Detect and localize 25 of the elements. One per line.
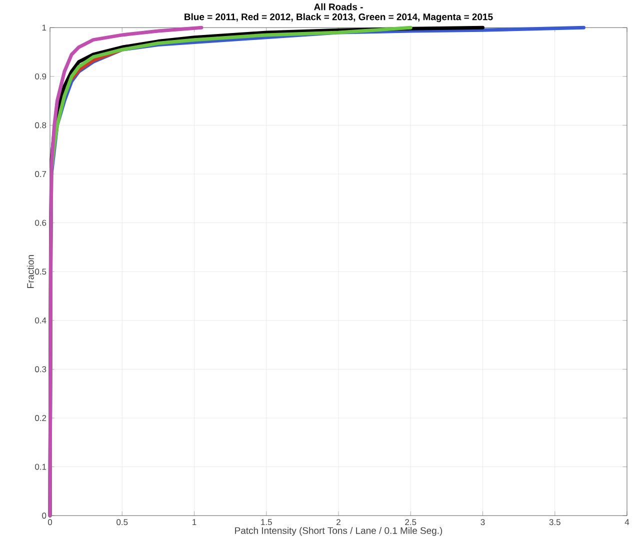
y-tick-label: 0.5: [35, 268, 46, 275]
x-tick-label: 2: [336, 519, 340, 526]
y-tick-label: 0.1: [35, 464, 46, 470]
x-tick-label: 0.5: [116, 519, 128, 526]
chart-title: All Roads -: [314, 3, 363, 10]
x-tick-label: 3.5: [549, 519, 560, 526]
y-axis-title: Fraction: [26, 255, 34, 288]
y-tick-label: 0.6: [35, 220, 46, 226]
y-tick-label: 0.2: [35, 415, 46, 422]
y-tick-label: 0.7: [35, 171, 46, 178]
x-axis-title: Patch Intensity (Short Tons / Lane / 0.1 Mile Seg.): [235, 527, 442, 536]
x-tick-label: 4: [624, 519, 630, 526]
y-tick-label: 1: [42, 24, 46, 31]
y-tick-label: 0.3: [35, 366, 46, 372]
chart-subtitle: Blue = 2011, Red = 2012, Black = 2013, Green = 2014, Magenta = 2015: [184, 13, 493, 22]
y-tick-label: 0.9: [35, 74, 46, 80]
x-tick-label: 0: [48, 519, 52, 526]
y-tick-label: 0: [42, 512, 46, 519]
y-tick-label: 0.4: [35, 318, 46, 324]
line-series: [48, 26, 204, 518]
y-tick-label: 0.8: [35, 122, 46, 128]
x-tick-label: 3: [480, 519, 485, 526]
x-tick-label: 1: [192, 519, 196, 526]
x-tick-label: 1.5: [261, 519, 272, 526]
x-tick-label: 2.5: [405, 519, 416, 526]
